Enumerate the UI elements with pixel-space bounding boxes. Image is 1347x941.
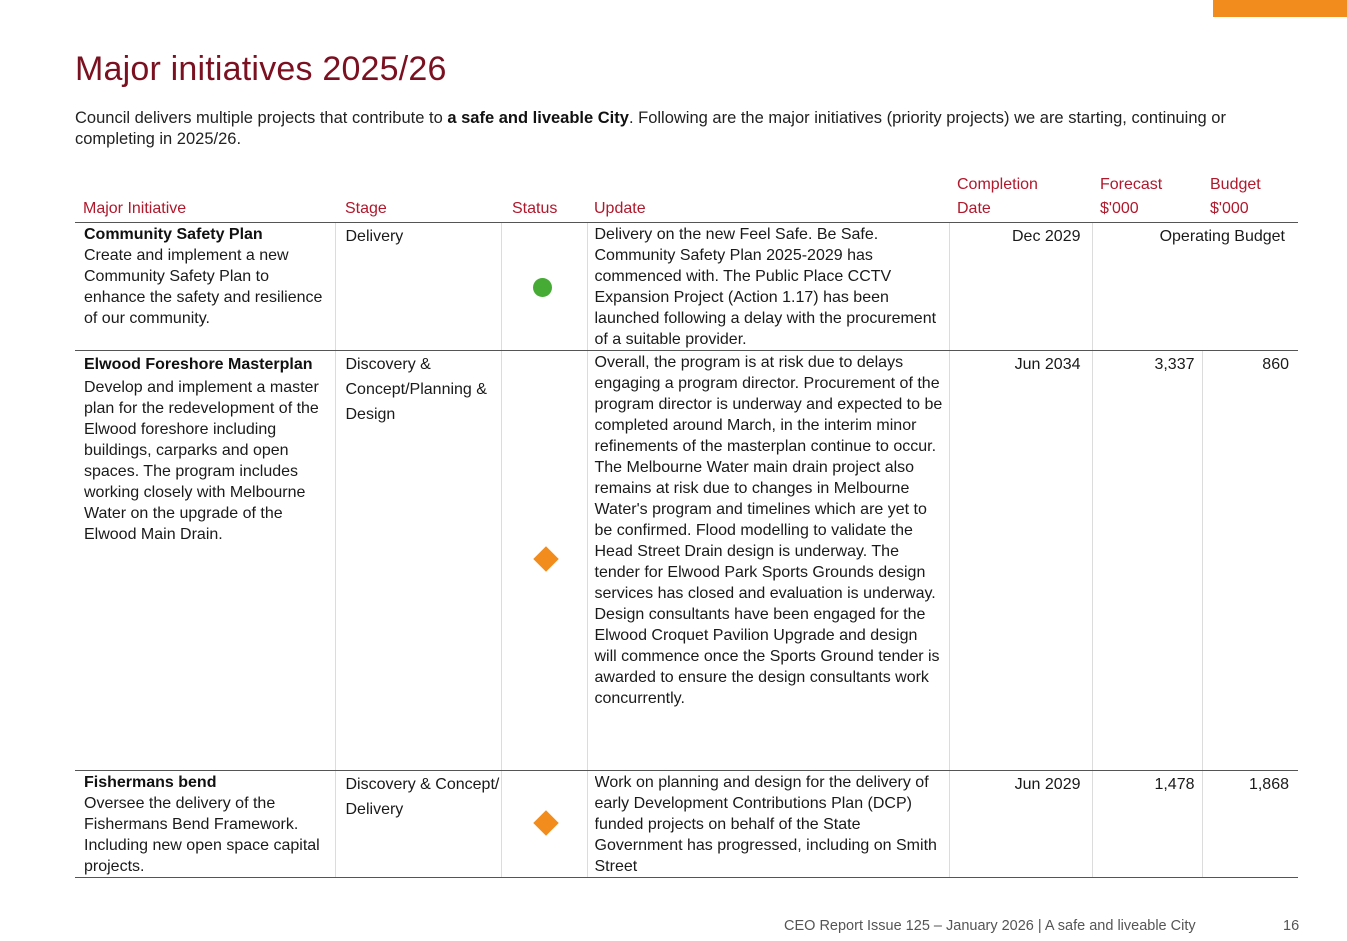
intro-text-pre: Council delivers multiple projects that …	[75, 109, 448, 127]
initiative-description: Oversee the delivery of the Fishermans B…	[84, 795, 320, 875]
green-circle-icon	[532, 278, 552, 297]
initiative-description: Create and implement a new Community Saf…	[84, 247, 323, 327]
table-row: Elwood Foreshore Masterplan Develop and …	[75, 350, 1298, 771]
status-cell	[501, 770, 588, 878]
stage-text: Discovery & Concept/Planning & Design	[345, 356, 487, 423]
budget-cell: 860	[1202, 350, 1298, 771]
completion-date: Jun 2029	[1014, 776, 1081, 793]
page-title: Major initiatives 2025/26	[75, 50, 447, 88]
forecast-value: 3,337	[1154, 356, 1195, 373]
update-cell: Delivery on the new Feel Safe. Be Safe. …	[587, 222, 950, 351]
page-footer: CEO Report Issue 125 – January 2026 | A …	[784, 918, 1196, 934]
header-budget-line1: Budget	[1210, 176, 1261, 193]
header-budget-line2: $'000	[1210, 200, 1249, 217]
forecast-budget-cell: Operating Budget	[1092, 222, 1298, 351]
budget-value: 860	[1262, 356, 1289, 373]
table-row: Fishermans bend Oversee the delivery of …	[75, 770, 1298, 878]
operating-budget-text: Operating Budget	[1159, 228, 1285, 245]
intro-text-post: . Following are the major initiatives (p…	[75, 109, 1226, 148]
stage-text: Discovery & Concept/ Delivery	[345, 776, 500, 818]
initiatives-table: Major Initiative Stage Status Update Com…	[75, 173, 1298, 878]
stage-text: Delivery	[345, 228, 404, 245]
status-cell	[501, 222, 588, 351]
update-text: Overall, the program is at risk due to d…	[594, 354, 943, 707]
header-forecast: Forecast $'000	[1092, 173, 1202, 223]
corner-accent-bar	[1213, 0, 1347, 17]
orange-diamond-icon	[532, 546, 559, 572]
completion-date-cell: Jun 2034	[949, 350, 1093, 771]
stage-cell: Discovery & Concept/ Delivery	[335, 770, 502, 878]
stage-cell: Discovery & Concept/Planning & Design	[335, 350, 502, 771]
header-budget: Budget $'000	[1202, 173, 1298, 223]
header-forecast-line1: Forecast	[1100, 176, 1163, 193]
completion-date-cell: Dec 2029	[949, 222, 1093, 351]
header-completion-line1: Completion	[957, 176, 1038, 193]
header-update: Update	[587, 173, 949, 223]
intro-paragraph: Council delivers multiple projects that …	[75, 108, 1265, 150]
budget-cell: 1,868	[1202, 770, 1298, 878]
status-cell	[501, 350, 588, 771]
header-completion-line2: Date	[957, 200, 991, 217]
stage-cell: Delivery	[335, 222, 502, 351]
completion-date: Dec 2029	[1012, 228, 1081, 245]
initiative-title: Elwood Foreshore Masterplan	[84, 356, 313, 373]
table-header-row: Major Initiative Stage Status Update Com…	[75, 173, 1298, 223]
header-completion-date: Completion Date	[949, 173, 1092, 223]
initiative-cell: Community Safety Plan Create and impleme…	[75, 222, 336, 351]
update-cell: Work on planning and design for the deli…	[587, 770, 950, 878]
budget-value: 1,868	[1248, 776, 1289, 793]
forecast-cell: 3,337	[1092, 350, 1203, 771]
page-number: 16	[1283, 918, 1300, 934]
initiative-cell: Elwood Foreshore Masterplan Develop and …	[75, 350, 336, 771]
header-forecast-line2: $'000	[1100, 200, 1139, 217]
initiative-description: Develop and implement a master plan for …	[84, 379, 319, 543]
initiative-title: Community Safety Plan	[84, 226, 263, 243]
initiative-title: Fishermans bend	[84, 774, 217, 791]
intro-text-bold: a safe and liveable City	[447, 109, 629, 127]
orange-diamond-icon	[532, 810, 559, 836]
update-cell: Overall, the program is at risk due to d…	[587, 350, 950, 771]
update-text: Work on planning and design for the deli…	[594, 774, 937, 875]
table-row: Community Safety Plan Create and impleme…	[75, 222, 1298, 351]
forecast-value: 1,478	[1154, 776, 1195, 793]
forecast-cell: 1,478	[1092, 770, 1203, 878]
update-text: Delivery on the new Feel Safe. Be Safe. …	[594, 226, 937, 348]
completion-date: Jun 2034	[1014, 356, 1081, 373]
completion-date-cell: Jun 2029	[949, 770, 1093, 878]
header-initiative: Major Initiative	[75, 173, 335, 223]
header-status: Status	[501, 173, 587, 223]
initiative-cell: Fishermans bend Oversee the delivery of …	[75, 770, 336, 878]
header-stage: Stage	[335, 173, 501, 223]
